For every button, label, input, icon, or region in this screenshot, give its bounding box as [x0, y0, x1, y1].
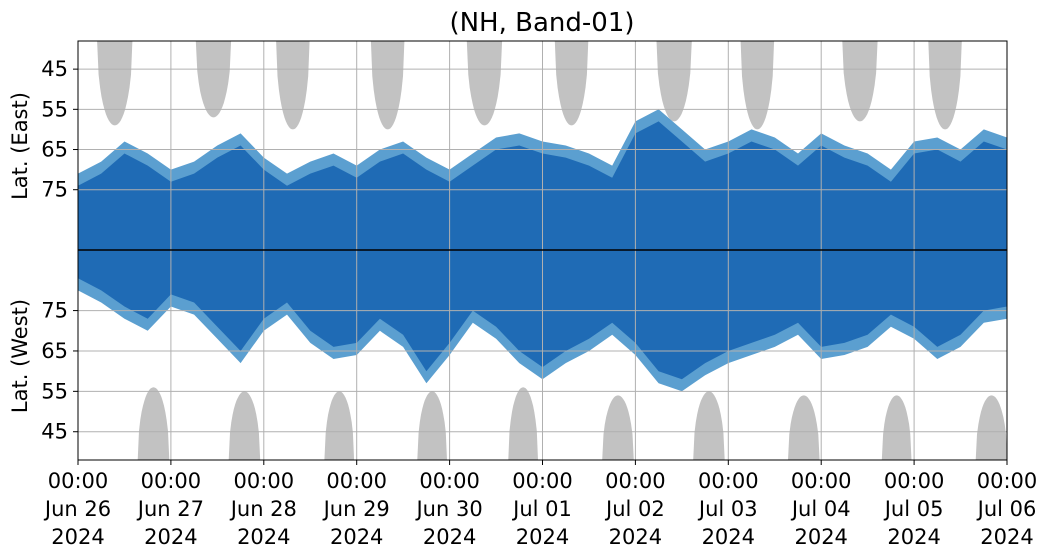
x-tick-label-8: 00:00 Jul 03 2024 [697, 469, 759, 549]
x-tick-day: Jul 02 [604, 497, 665, 521]
y-axis-label-east: Lat. (East) [8, 92, 32, 200]
y-tick-label: 55 [41, 379, 68, 403]
x-tick-time: 00:00 [791, 469, 852, 493]
y-tick-label: 45 [41, 420, 68, 444]
x-tick-year: 2024 [423, 525, 476, 549]
x-tick-label-10: 00:00 Jul 05 2024 [883, 469, 945, 549]
plot-area [78, 41, 1007, 460]
x-tick-year: 2024 [794, 525, 847, 549]
no-data-lobe-east-2 [195, 41, 232, 118]
x-tick-label-7: 00:00 Jul 02 2024 [604, 469, 666, 549]
x-tick-label-11: 00:00 Jul 06 2024 [976, 469, 1038, 549]
no-data-lobe-east-4 [370, 41, 405, 130]
x-tick-year: 2024 [609, 525, 662, 549]
y-axis-label-west: Lat. (West) [8, 299, 32, 413]
x-tick-year: 2024 [330, 525, 383, 549]
no-data-lobe-west-8 [788, 395, 820, 460]
no-data-lobe-west-6 [602, 395, 634, 460]
y-tick-label: 65 [41, 138, 68, 162]
x-tick-label-3: 00:00 Jun 28 2024 [229, 469, 297, 549]
x-tick-day: Jul 03 [697, 497, 758, 521]
no-data-lobe-west-2 [228, 391, 261, 460]
x-tick-year: 2024 [516, 525, 569, 549]
x-tick-time: 00:00 [326, 469, 387, 493]
no-data-lobe-west-7 [693, 391, 725, 460]
y-tick-label: 75 [41, 299, 68, 323]
no-data-lobe-east-6 [554, 41, 589, 126]
x-tick-year: 2024 [144, 525, 197, 549]
x-tick-year: 2024 [980, 525, 1033, 549]
x-tick-time: 00:00 [141, 469, 202, 493]
no-data-lobe-east-7 [656, 41, 692, 122]
x-tick-label-9: 00:00 Jul 04 2024 [790, 469, 852, 549]
x-tick-time: 00:00 [884, 469, 945, 493]
no-data-lobe-west-9 [881, 395, 912, 460]
x-tick-time: 00:00 [698, 469, 759, 493]
grid-lines [78, 41, 1007, 460]
x-tick-label-5: 00:00 Jun 30 2024 [414, 469, 482, 549]
x-tick-year: 2024 [702, 525, 755, 549]
no-data-lobe-west-4 [417, 391, 447, 460]
no-data-regions [97, 41, 1007, 460]
x-tick-time: 00:00 [977, 469, 1038, 493]
no-data-lobe-west-3 [324, 391, 355, 460]
no-data-lobe-east-1 [97, 41, 133, 126]
x-tick-day: Jun 28 [229, 497, 297, 521]
no-data-lobe-east-9 [842, 41, 878, 122]
x-tick-day: Jun 30 [414, 497, 482, 521]
x-tick-day: Jun 29 [322, 497, 390, 521]
x-tick-day: Jun 26 [43, 497, 111, 521]
x-tick-label-2: 00:00 Jun 27 2024 [136, 469, 204, 549]
x-tick-day: Jun 27 [136, 497, 204, 521]
no-data-lobe-east-8 [740, 41, 775, 130]
x-tick-labels: 00:00 Jun 26 2024 00:00 Jun 27 2024 00:00 Jun 2… [43, 460, 1037, 549]
y-tick-label: 55 [41, 97, 68, 121]
x-tick-label-4: 00:00 Jun 29 2024 [322, 469, 390, 549]
x-tick-day: Jul 05 [883, 497, 944, 521]
y-tick-label: 65 [41, 339, 68, 363]
x-tick-time: 00:00 [48, 469, 109, 493]
x-tick-time: 00:00 [605, 469, 666, 493]
x-tick-year: 2024 [887, 525, 940, 549]
no-data-lobe-west-10 [975, 395, 1007, 460]
x-tick-day: Jul 06 [976, 497, 1037, 521]
x-tick-label-6: 00:00 Jul 01 2024 [511, 469, 573, 549]
no-data-lobe-east-10 [928, 41, 962, 130]
x-tick-year: 2024 [237, 525, 290, 549]
y-tick-labels: 45 55 65 75 75 65 55 45 [41, 57, 78, 444]
no-data-lobe-west-5 [508, 387, 538, 460]
chart-title: (NH, Band-01) [449, 8, 634, 38]
x-tick-day: Jul 01 [511, 497, 572, 521]
x-tick-time: 00:00 [419, 469, 480, 493]
x-tick-day: Jul 04 [790, 497, 851, 521]
y-tick-label: 45 [41, 57, 68, 81]
y-tick-label: 75 [41, 178, 68, 202]
x-tick-time: 00:00 [512, 469, 573, 493]
x-tick-time: 00:00 [234, 469, 295, 493]
no-data-lobe-east-3 [276, 41, 310, 130]
x-tick-label-1: 00:00 Jun 26 2024 [43, 469, 111, 549]
no-data-lobe-west-1 [137, 387, 170, 460]
no-data-lobe-east-5 [466, 41, 503, 126]
x-tick-year: 2024 [51, 525, 104, 549]
